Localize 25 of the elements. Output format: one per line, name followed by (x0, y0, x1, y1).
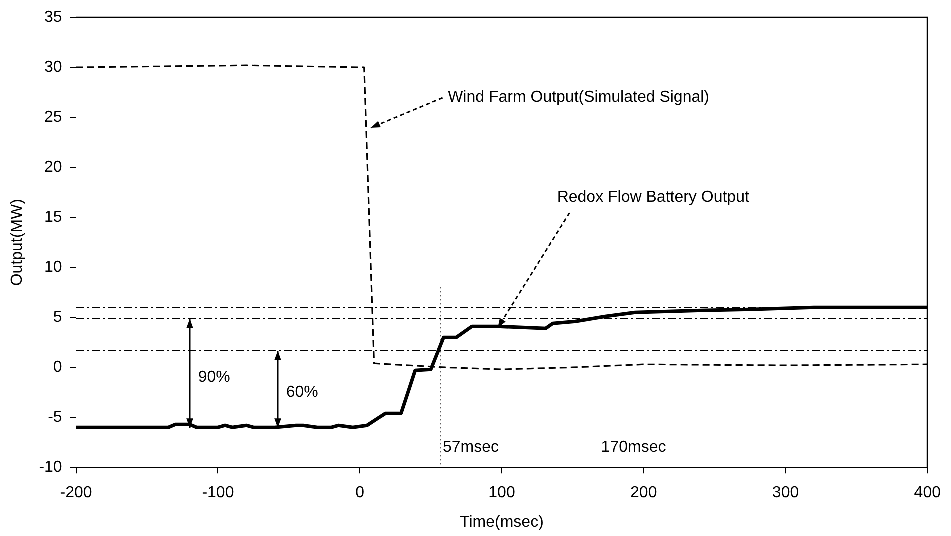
annotation: 170msec (601, 439, 666, 456)
y-tick-label: -5 (48, 409, 62, 426)
x-tick-label: -200 (60, 484, 92, 502)
y-tick-label: 10 (44, 259, 62, 276)
y-tick-label: 30 (44, 59, 62, 76)
x-tick-label: -100 (202, 484, 234, 502)
y-tick-label: 5 (53, 309, 62, 326)
annotation: 60% (286, 384, 318, 402)
y-axis-title: Output(MW) (9, 199, 26, 286)
x-tick-label: 100 (488, 484, 516, 502)
annotation: Redox Flow Battery Output (557, 189, 750, 206)
x-tick-label: 200 (630, 484, 658, 502)
y-tick-label: 35 (44, 9, 62, 26)
y-tick-label: 0 (53, 359, 62, 376)
x-tick-label: 0 (356, 484, 365, 502)
y-tick-label: 25 (44, 109, 62, 126)
y-tick-label: -10 (39, 459, 62, 476)
x-axis-title: Time(msec) (460, 514, 544, 531)
y-tick-label: 20 (44, 159, 62, 176)
x-tick-label: 400 (914, 484, 942, 502)
ref-line-label: 57msec (442, 439, 500, 456)
x-tick-label: 300 (772, 484, 800, 502)
annotation: 90% (198, 369, 230, 386)
annotation: Wind Farm Output(Simulated Signal) (448, 89, 710, 106)
y-tick-label: 15 (44, 209, 62, 226)
